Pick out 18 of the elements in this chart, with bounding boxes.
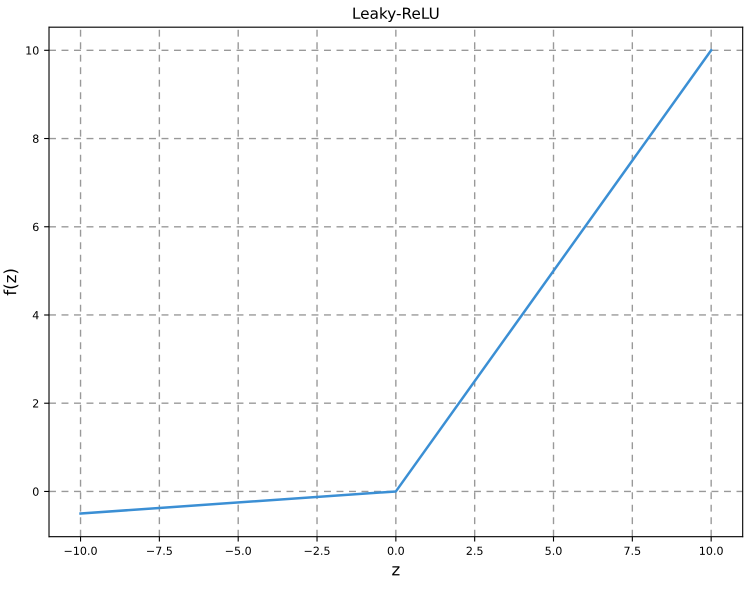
y-axis-title: f(z)	[3, 270, 18, 296]
x-tick-label: −5.0	[226, 546, 251, 555]
x-tick-label: 0.0	[388, 546, 404, 555]
x-tick-label: 7.5	[624, 546, 640, 555]
chart-title: Leaky-ReLU	[353, 7, 438, 22]
x-tick-label: 10.0	[700, 546, 723, 555]
y-tick-label: 8	[32, 134, 39, 143]
x-tick-label: −7.5	[147, 546, 172, 555]
x-tick-label: 5.0	[546, 546, 562, 555]
y-tick-label: 6	[32, 222, 39, 232]
x-tick-label: −2.5	[304, 546, 330, 555]
y-tick-label: 2	[33, 399, 38, 408]
y-tick-label: 0	[32, 487, 39, 496]
x-tick-label: 2.5	[466, 546, 483, 555]
y-tick-label: 10	[26, 46, 39, 55]
x-tick-label: −10.0	[64, 546, 97, 555]
y-tick-label: 4	[32, 311, 39, 320]
x-axis-title: z	[392, 566, 400, 576]
